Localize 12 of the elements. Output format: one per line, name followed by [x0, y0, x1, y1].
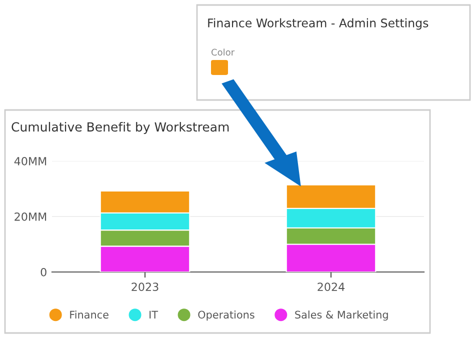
y-tick-label: 0: [40, 268, 46, 276]
y-tick-label: 40MM: [14, 156, 46, 166]
legend-label: IT: [150, 310, 158, 318]
x-tick-label: 2024: [318, 282, 345, 292]
y-tick-label: 20MM: [14, 212, 46, 221]
legend-label: Finance: [70, 310, 108, 319]
legend-label: Sales & Marketing: [295, 310, 388, 321]
text: Finance Workstream - Admin Settings: [208, 18, 428, 30]
chart-title: Cumulative Benefit by Workstream: [12, 122, 229, 134]
text: Color: [212, 48, 235, 56]
x-tick-label: 2023: [132, 282, 158, 292]
legend-label: Operations: [198, 310, 254, 321]
